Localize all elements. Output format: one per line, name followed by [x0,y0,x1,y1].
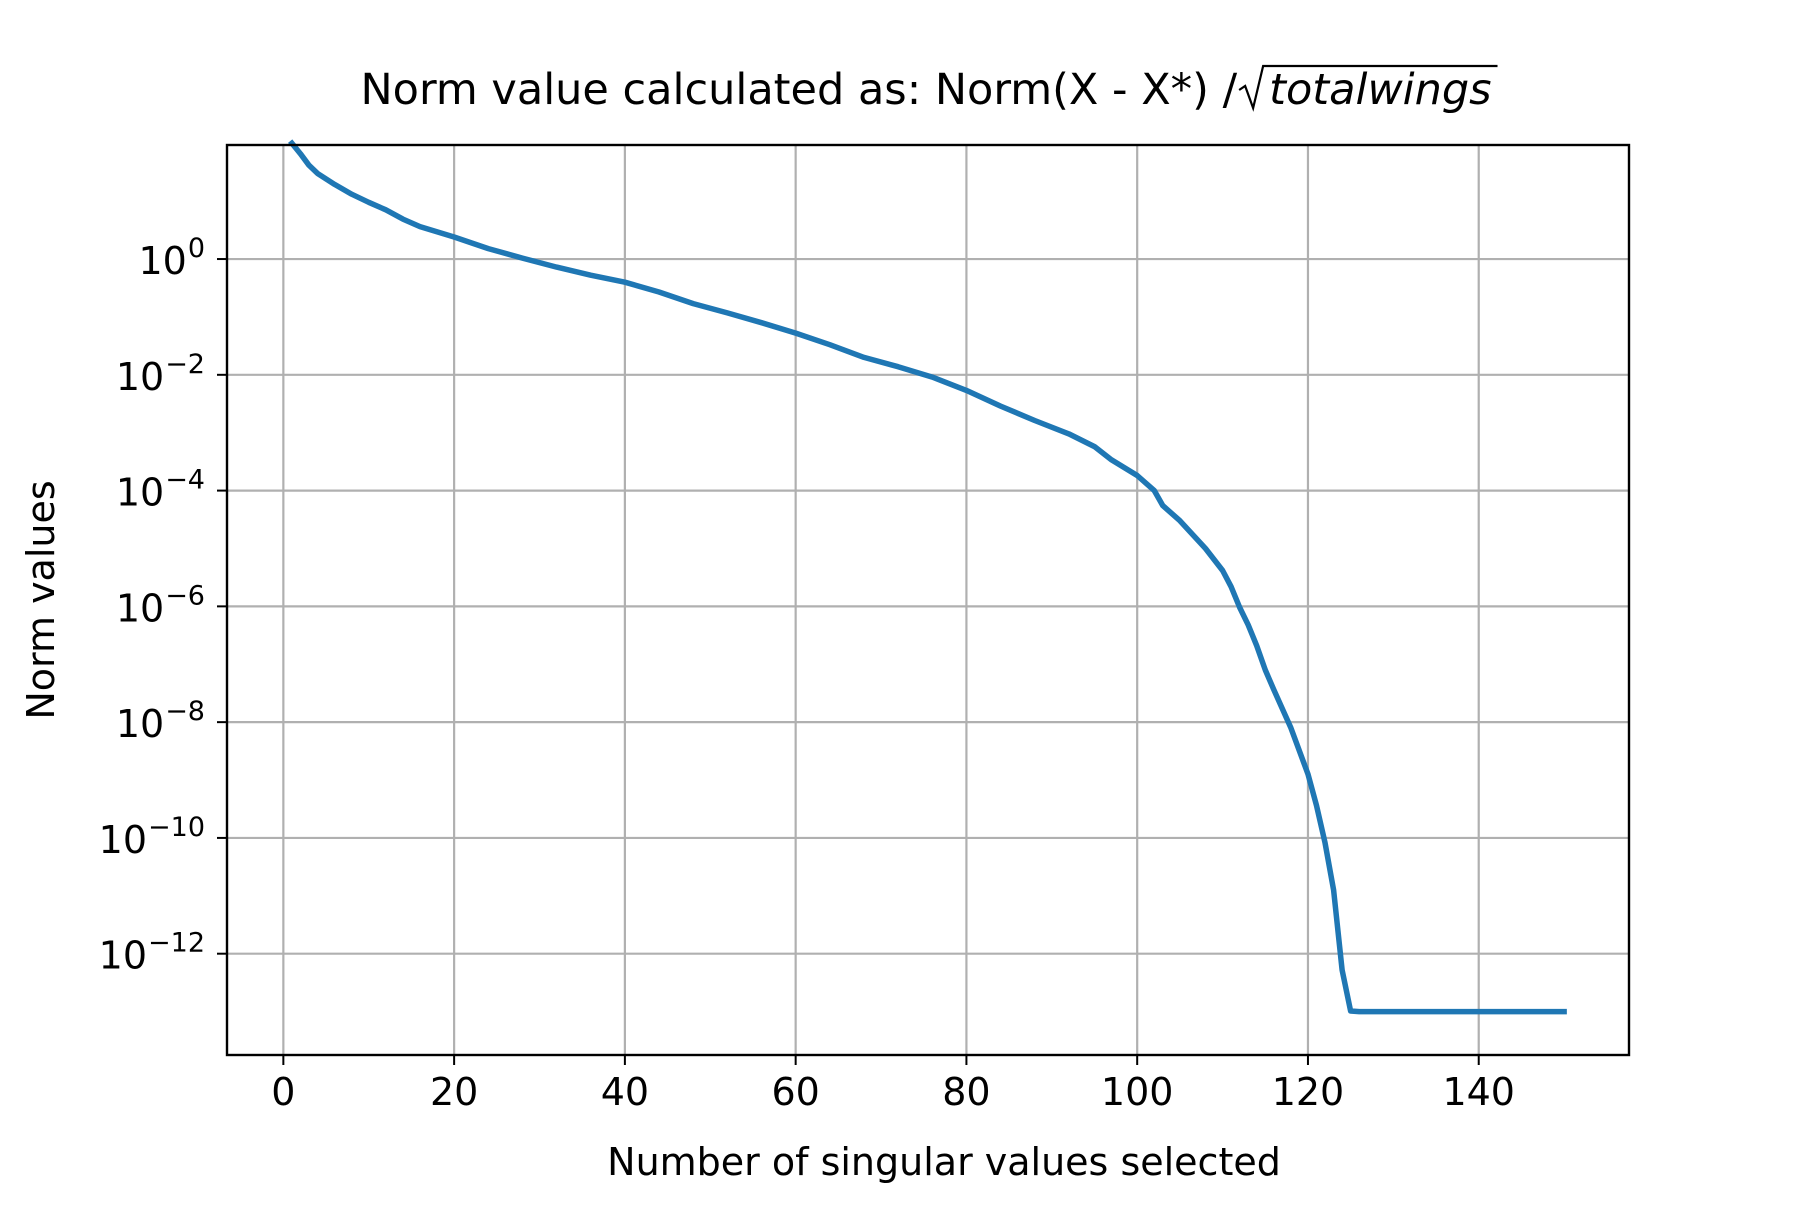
y-tick-exponent: 0 [188,233,205,264]
chart-title-text: Norm value calculated as: Norm(X - X*) / [360,65,1237,115]
y-tick-base: 10 [99,934,147,978]
y-tick-base: 10 [99,818,147,862]
y-tick-label: 10 −4 [116,465,205,515]
chart-title: Norm value calculated as: Norm(X - X*) /… [360,64,1498,115]
y-tick-label: 10 −2 [116,349,205,399]
y-tick-label: 10 −12 [99,928,205,978]
y-tick-label: 10 −6 [116,580,205,630]
y-axis-label: Norm values [19,480,63,719]
x-tick-label: 100 [1101,1070,1174,1114]
y-tick-label: 10 −8 [116,696,205,746]
plot-area [288,139,1567,1015]
y-tick-label: 10 0 [138,233,205,283]
x-tick-label: 120 [1272,1070,1345,1114]
axes-frame [225,143,1631,1057]
x-axis-ticks: 0 20 40 60 80 100 120 140 [271,1055,1515,1114]
y-tick-base: 10 [116,702,164,746]
y-tick-base: 10 [116,471,164,515]
chart-title-radicand: totalwings [1269,65,1491,115]
y-tick-exponent: −6 [165,580,205,611]
y-tick-exponent: −12 [148,928,205,959]
x-tick-label: 80 [942,1070,990,1114]
x-tick-label: 0 [271,1070,295,1114]
y-tick-exponent: −2 [165,349,205,380]
y-tick-exponent: −4 [165,465,205,496]
x-tick-label: 140 [1442,1070,1515,1114]
y-tick-base: 10 [116,355,164,399]
y-tick-exponent: −10 [148,812,205,843]
y-tick-label: 10 −10 [99,812,205,862]
sqrt-radical-sign [1238,64,1498,112]
x-tick-label: 20 [430,1070,478,1114]
x-tick-label: 40 [601,1070,649,1114]
data-series-line [288,139,1567,1015]
grid-lines [227,145,1629,1055]
y-tick-exponent: −8 [165,696,205,727]
x-tick-label: 60 [771,1070,819,1114]
x-axis-label: Number of singular values selected [607,1140,1281,1184]
y-tick-base: 10 [116,586,164,630]
y-tick-base: 10 [138,239,186,283]
